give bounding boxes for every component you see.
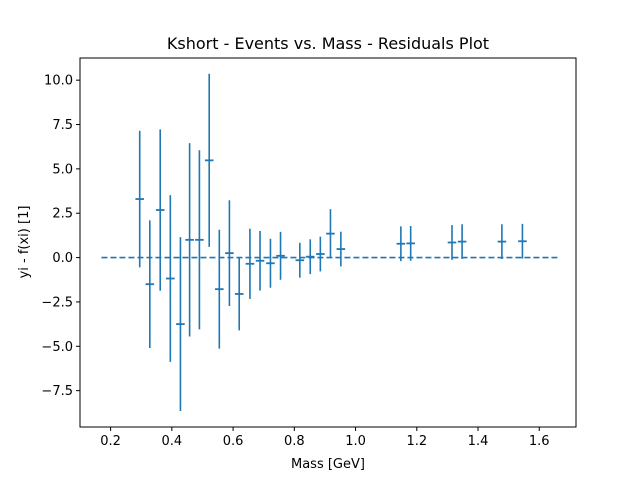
y-tick-label: 2.5 (52, 207, 73, 222)
y-tick-label: 7.5 (52, 118, 73, 133)
data-point-7 (195, 150, 204, 330)
data-point-21 (396, 226, 406, 262)
data-point-5 (176, 237, 185, 412)
x-tick-label: 1.2 (406, 434, 427, 449)
x-axis-label: Mass [GeV] (291, 457, 365, 472)
y-tick-label: 10.0 (44, 74, 73, 89)
data-point-16 (295, 242, 305, 278)
data-point-17 (305, 239, 315, 275)
x-axis: 0.2 0.4 0.6 0.8 1.0 1.2 1.4 1.6 (100, 427, 550, 449)
plot-area (101, 73, 558, 412)
data-point-14 (266, 238, 275, 288)
data-point-3 (155, 129, 165, 291)
y-tick-label: −7.5 (41, 384, 73, 399)
data-point-19 (326, 209, 335, 259)
x-tick-label: 1.4 (468, 434, 489, 449)
y-tick-label: 0.0 (52, 251, 73, 266)
y-tick-label: −2.5 (41, 295, 73, 310)
x-tick-label: 0.6 (223, 434, 244, 449)
y-axis-label: yi - f(xi) [1] (17, 206, 32, 279)
data-point-9 (215, 229, 224, 349)
data-point-8 (204, 73, 214, 247)
x-tick-label: 1.0 (345, 434, 366, 449)
data-point-10 (225, 200, 234, 307)
data-point-20 (336, 231, 346, 267)
data-point-4 (166, 195, 175, 362)
x-tick-label: 0.8 (284, 434, 305, 449)
data-point-11 (234, 257, 244, 331)
x-tick-label: 1.6 (529, 434, 550, 449)
x-tick-label: 0.2 (100, 434, 121, 449)
y-tick-label: 5.0 (52, 162, 73, 177)
data-point-25 (497, 224, 507, 259)
data-point-15 (276, 231, 285, 280)
data-point-2 (145, 220, 155, 349)
data-point-12 (245, 228, 255, 299)
data-point-13 (255, 230, 265, 291)
y-tick-label: −5.0 (41, 340, 73, 355)
data-point-6 (185, 143, 194, 337)
data-point-23 (447, 225, 457, 260)
axes-frame (79, 57, 577, 428)
data-point-26 (518, 223, 527, 259)
data-point-18 (316, 236, 325, 272)
x-tick-label: 0.4 (162, 434, 183, 449)
y-axis: −7.5 −5.0 −2.5 0.0 2.5 5.0 7.5 10.0 (41, 74, 80, 399)
data-point-22 (406, 226, 415, 261)
data-point-24 (457, 224, 467, 259)
chart-title: Kshort - Events vs. Mass - Residuals Plo… (167, 34, 489, 53)
data-point-1 (135, 130, 144, 268)
